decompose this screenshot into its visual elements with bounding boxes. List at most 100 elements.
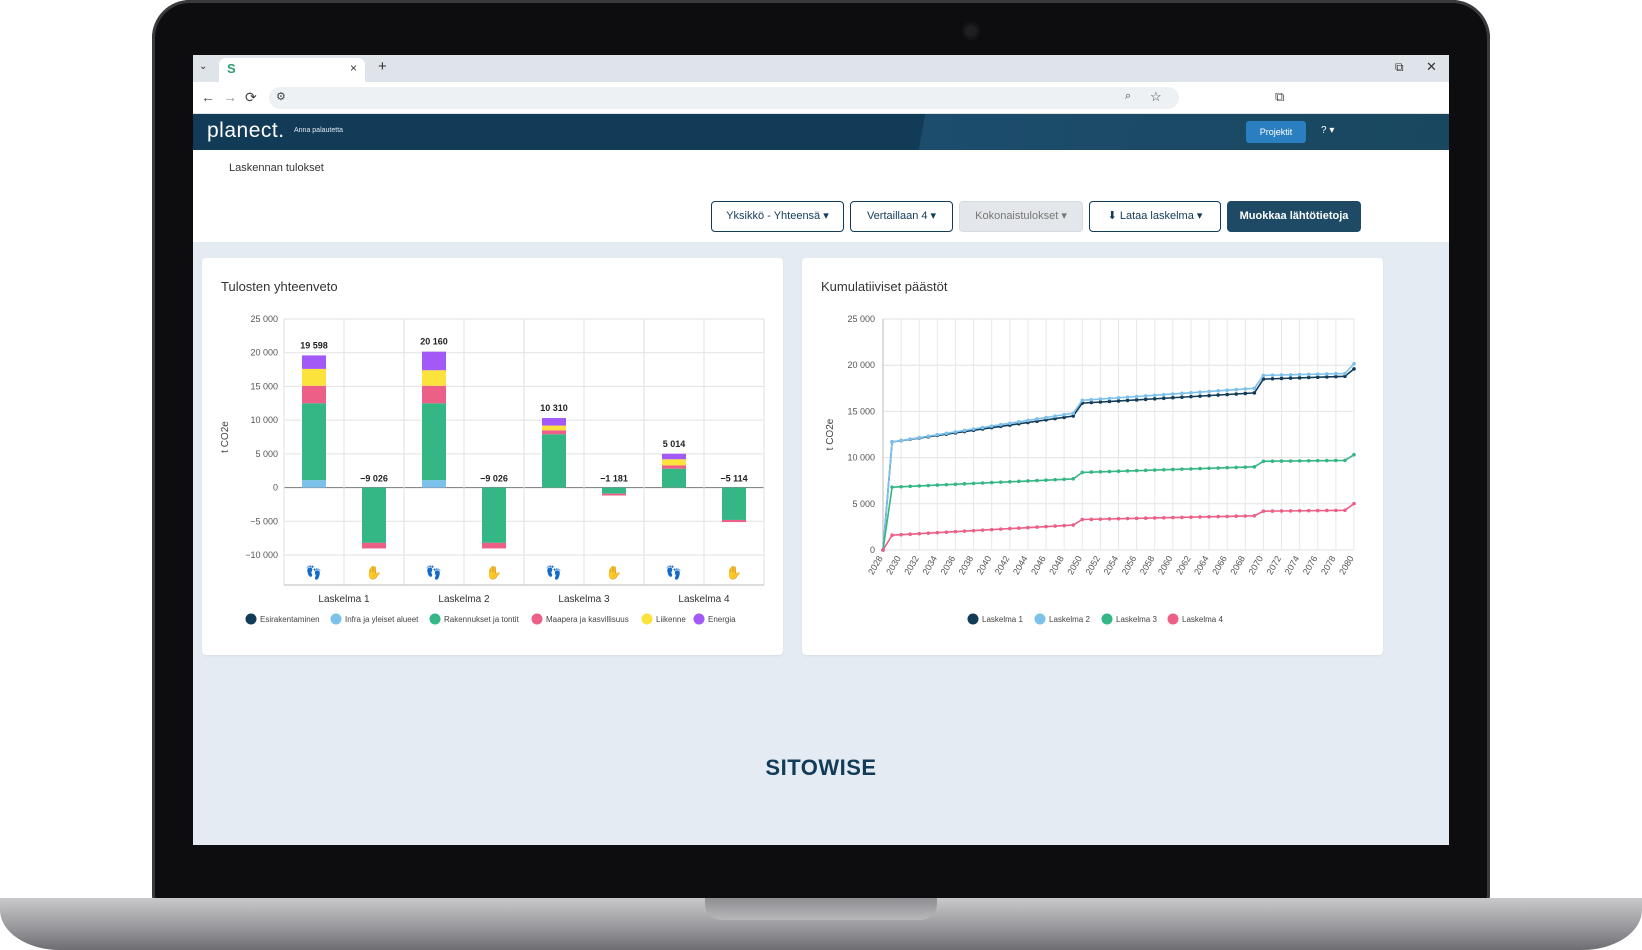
edit-input-data-button[interactable]: Muokkaa lähtötietoja bbox=[1227, 201, 1361, 232]
footprint-icon: 👣 bbox=[306, 564, 322, 581]
series-point bbox=[1125, 516, 1130, 521]
series-point bbox=[1234, 465, 1239, 470]
bar-segment bbox=[722, 519, 746, 523]
series-point bbox=[908, 532, 912, 536]
unit-dropdown[interactable]: Yksikkö - Yhteensä ▾ bbox=[711, 201, 844, 232]
series-line bbox=[882, 454, 1355, 551]
series-point bbox=[1035, 525, 1039, 529]
window-close-icon[interactable]: ✕ bbox=[1426, 59, 1437, 74]
projects-button[interactable]: Projektit bbox=[1246, 121, 1306, 143]
series-point bbox=[998, 527, 1003, 531]
feedback-link[interactable]: Anna palautetta bbox=[294, 127, 344, 134]
window-restore-icon[interactable]: ⧉ bbox=[1395, 60, 1404, 74]
bar-segment bbox=[422, 385, 446, 404]
bar-total-label: −1 181 bbox=[600, 474, 628, 484]
x-tick-label: 2062 bbox=[1174, 554, 1193, 576]
series-point bbox=[1107, 469, 1112, 474]
series-point bbox=[1225, 392, 1229, 397]
series-point bbox=[1098, 397, 1103, 401]
series-point bbox=[1143, 516, 1148, 520]
footprint-icon: 👣 bbox=[426, 564, 442, 581]
series-point bbox=[899, 532, 903, 537]
series-point bbox=[962, 482, 967, 486]
series-point bbox=[1306, 458, 1311, 463]
help-menu-icon[interactable]: ? ▾ bbox=[1321, 125, 1335, 136]
bookmark-star-icon[interactable]: ☆ bbox=[1150, 89, 1162, 104]
series-point bbox=[1098, 470, 1103, 474]
compare-dropdown[interactable]: Vertaillaan 4 ▾ bbox=[850, 201, 953, 232]
y-axis-label: t CO2e bbox=[220, 421, 231, 453]
brand-logo[interactable]: planect. bbox=[207, 119, 285, 142]
series-point bbox=[890, 485, 894, 489]
series-point bbox=[944, 482, 949, 487]
series-point bbox=[989, 424, 994, 428]
back-icon[interactable]: ← bbox=[201, 89, 215, 105]
bar-total-label: 20 160 bbox=[420, 337, 448, 347]
series-point bbox=[1315, 372, 1320, 376]
series-point bbox=[1288, 376, 1293, 380]
series-point bbox=[1089, 470, 1094, 474]
series-point bbox=[1189, 394, 1193, 399]
legend-swatch bbox=[1167, 613, 1179, 625]
series-point bbox=[917, 435, 922, 440]
footprint-icon: 👣 bbox=[666, 564, 682, 581]
reload-icon[interactable]: ⟳ bbox=[245, 89, 257, 105]
series-point bbox=[1306, 508, 1311, 513]
y-tick-label: 20 000 bbox=[847, 360, 875, 370]
download-dropdown[interactable]: ⬇ Lataa laskelma ▾ bbox=[1089, 201, 1221, 232]
x-group-label: Laskelma 2 bbox=[438, 594, 490, 605]
series-point bbox=[1225, 514, 1229, 519]
extensions-icon[interactable]: ⧉ bbox=[1275, 89, 1285, 104]
url-input[interactable]: ⚙ ⌕ ☆ bbox=[269, 87, 1179, 109]
x-tick-label: 2078 bbox=[1319, 554, 1338, 576]
series-point bbox=[1334, 458, 1338, 463]
series-point bbox=[1152, 393, 1157, 398]
tab-close-icon[interactable]: × bbox=[350, 61, 358, 75]
series-point bbox=[1234, 392, 1239, 396]
series-point bbox=[1071, 523, 1076, 527]
forward-icon[interactable]: → bbox=[223, 89, 237, 105]
series-point bbox=[1297, 459, 1302, 463]
series-point bbox=[1180, 395, 1184, 399]
totals-dropdown[interactable]: Kokonaistulokset ▾ bbox=[959, 201, 1083, 232]
y-tick-label: 15 000 bbox=[847, 406, 875, 416]
legend-label: Rakennukset ja tontit bbox=[444, 615, 519, 624]
series-point bbox=[935, 432, 940, 437]
series-point bbox=[1143, 468, 1148, 473]
series-point bbox=[1044, 415, 1048, 420]
x-tick-label: 2064 bbox=[1192, 554, 1211, 576]
series-point bbox=[1089, 400, 1094, 405]
legend-swatch bbox=[330, 613, 342, 625]
series-point bbox=[1134, 468, 1139, 473]
series-point bbox=[1252, 391, 1257, 395]
browser-tab[interactable]: S × bbox=[219, 58, 365, 82]
series-point bbox=[1288, 372, 1293, 377]
zoom-icon[interactable]: ⌕ bbox=[1125, 90, 1132, 102]
new-tab-icon[interactable]: + bbox=[378, 58, 387, 75]
y-tick-label: 25 000 bbox=[847, 314, 875, 324]
series-point bbox=[980, 425, 985, 430]
series-point bbox=[1352, 452, 1356, 457]
series-point bbox=[1315, 458, 1320, 463]
site-info-icon[interactable]: ⚙ bbox=[276, 91, 286, 103]
tab-list-icon[interactable]: ⌄ bbox=[199, 61, 208, 72]
series-point bbox=[1008, 421, 1012, 426]
bar-segment bbox=[662, 459, 686, 466]
x-group-label: Laskelma 1 bbox=[318, 594, 370, 605]
series-point bbox=[1288, 509, 1293, 513]
series-point bbox=[953, 529, 958, 534]
bar-segment bbox=[542, 434, 566, 488]
bar-segment bbox=[422, 370, 446, 386]
series-point bbox=[1098, 400, 1103, 404]
series-point bbox=[1143, 394, 1148, 398]
bar-segment bbox=[302, 385, 326, 404]
legend-label: Laskelma 3 bbox=[1116, 615, 1157, 624]
x-tick-label: 2070 bbox=[1246, 554, 1265, 576]
series-point bbox=[998, 422, 1003, 427]
series-point bbox=[1161, 392, 1166, 397]
series-point bbox=[1252, 514, 1257, 518]
bar-total-label: 19 598 bbox=[300, 340, 328, 350]
legend-label: Maapera ja kasvillisuus bbox=[546, 615, 629, 624]
series-point bbox=[1107, 396, 1112, 401]
series-point bbox=[1279, 509, 1284, 513]
